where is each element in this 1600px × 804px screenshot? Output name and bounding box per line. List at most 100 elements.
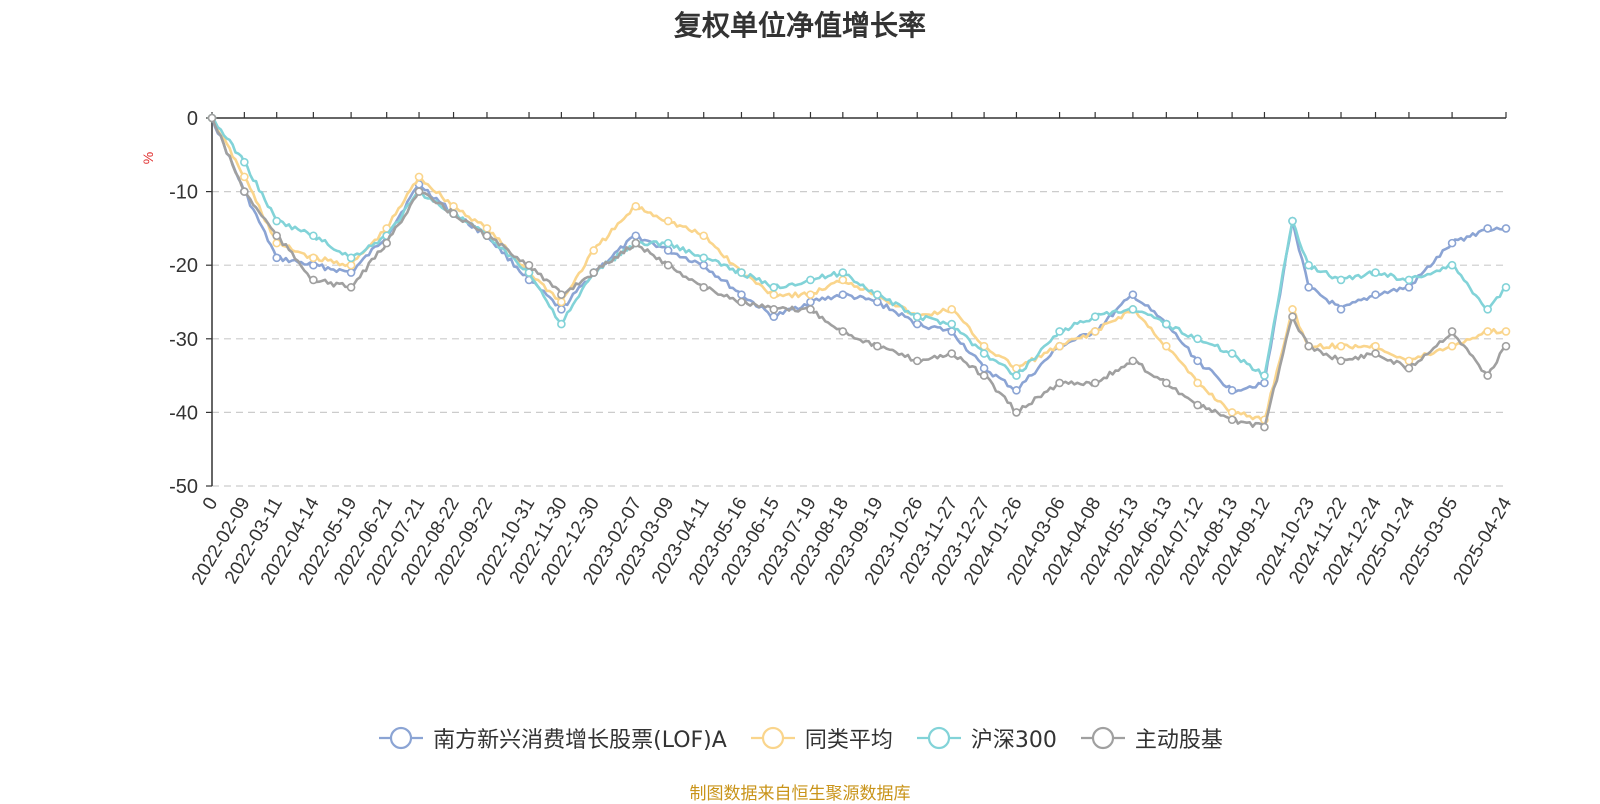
data-point — [240, 187, 249, 196]
data-point — [1162, 319, 1171, 329]
data-point — [1227, 408, 1237, 417]
data-point — [806, 305, 815, 314]
data-point — [1501, 224, 1511, 233]
legend-item[interactable]: 沪深300 — [915, 722, 1057, 754]
series-line-3 — [210, 117, 1507, 429]
data-point — [1055, 341, 1064, 351]
legend-label: 同类平均 — [804, 728, 893, 753]
data-point — [838, 268, 848, 277]
data-point — [414, 172, 424, 182]
data-point — [1447, 327, 1457, 336]
legend: 南方新兴消费增长股票(LOF)A 同类平均 沪深300 主动股基 — [0, 722, 1600, 754]
series-lines — [207, 113, 1511, 432]
x-tick-label: 0 — [199, 494, 222, 514]
data-point — [1128, 290, 1138, 299]
legend-item[interactable]: 同类平均 — [749, 722, 893, 754]
data-point — [1304, 341, 1313, 351]
y-tick-label: -50 — [169, 476, 198, 498]
data-point — [309, 253, 318, 263]
data-point — [240, 157, 249, 167]
legend-item[interactable]: 主动股基 — [1079, 722, 1223, 754]
data-point — [663, 246, 673, 255]
data-point — [1055, 378, 1064, 388]
y-tick-labels: 0 -10 -20 -30 -40 -50 — [169, 108, 212, 498]
data-point — [838, 290, 848, 299]
data-point — [1260, 422, 1269, 432]
data-point — [1227, 386, 1237, 395]
data-point — [524, 260, 534, 270]
data-point — [1090, 327, 1100, 336]
data-point — [557, 319, 566, 329]
data-point — [912, 356, 922, 366]
data-point — [838, 275, 848, 285]
data-point — [589, 268, 599, 277]
data-point — [1304, 282, 1313, 292]
data-point — [769, 305, 779, 314]
y-tick-label: -30 — [169, 329, 198, 351]
data-point — [1090, 378, 1100, 388]
data-point — [1371, 349, 1380, 358]
data-point — [912, 319, 922, 329]
data-point — [589, 246, 599, 255]
data-point — [1501, 282, 1511, 292]
data-point — [631, 238, 641, 248]
data-point — [346, 282, 356, 292]
data-point — [1336, 305, 1346, 314]
legend-marker-icon — [916, 726, 961, 750]
data-point — [1304, 260, 1313, 270]
data-point — [272, 231, 282, 241]
data-point — [309, 260, 318, 270]
data-point — [1404, 363, 1414, 373]
data-point — [769, 312, 779, 322]
y-axis-label: % — [140, 152, 156, 164]
data-point — [1288, 216, 1297, 226]
data-point — [1227, 349, 1237, 358]
chart-title: 复权单位净值增长率 — [673, 9, 926, 42]
data-point — [272, 216, 282, 226]
source-note: 制图数据来自恒生聚源数据库 — [689, 784, 911, 804]
data-point — [1055, 327, 1064, 336]
data-point — [663, 238, 673, 248]
data-point — [1483, 371, 1492, 380]
data-point — [1336, 356, 1346, 366]
data-point — [947, 319, 957, 329]
data-point — [1193, 334, 1202, 344]
line-chart: % 0-10-20-30-40-50 02022-02-092022-03-11… — [140, 108, 1517, 589]
axes: % — [140, 117, 1506, 486]
data-point — [663, 260, 673, 270]
data-point — [1162, 378, 1171, 388]
data-point — [1404, 282, 1414, 292]
data-point — [1012, 386, 1021, 395]
data-point — [1336, 341, 1346, 351]
data-point — [873, 290, 882, 299]
data-point — [482, 231, 492, 241]
data-point — [769, 282, 779, 292]
data-point — [207, 113, 217, 123]
data-point — [309, 231, 318, 241]
data-point — [1371, 268, 1380, 277]
data-point — [1090, 312, 1100, 322]
data-point — [449, 209, 458, 218]
data-point — [309, 275, 318, 285]
y-tick-label: -10 — [169, 182, 198, 204]
data-point — [1193, 400, 1202, 410]
data-point — [1447, 341, 1457, 351]
data-point — [979, 349, 989, 358]
data-point — [482, 224, 492, 233]
data-point — [873, 341, 882, 351]
data-point — [1336, 275, 1346, 285]
data-point — [1404, 275, 1414, 285]
data-point — [631, 231, 641, 241]
data-point — [947, 349, 957, 358]
data-point — [912, 312, 922, 322]
data-point — [1260, 378, 1269, 388]
data-point — [1128, 356, 1138, 366]
data-point — [838, 327, 848, 336]
legend-item[interactable]: 南方新兴消费增长股票(LOF)A — [377, 722, 727, 754]
data-point — [806, 275, 815, 285]
legend-label: 沪深300 — [970, 728, 1057, 753]
data-point — [240, 172, 249, 182]
data-point — [1012, 408, 1021, 417]
data-point — [769, 290, 779, 299]
legend-label: 南方新兴消费增长股票(LOF)A — [433, 728, 727, 753]
